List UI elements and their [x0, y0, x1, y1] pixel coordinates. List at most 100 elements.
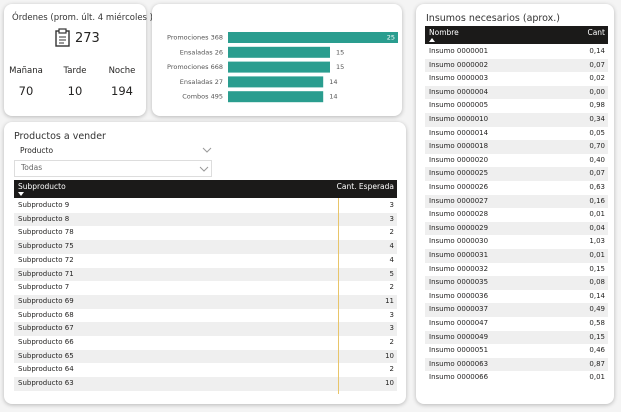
- cell-name: Insumo 0000049: [429, 332, 489, 341]
- table-row: Insumo 0000029 0,04: [425, 221, 608, 236]
- filter-label: Producto: [20, 146, 54, 155]
- cell-name: Insumo 0000035: [429, 278, 489, 287]
- value-label: 25: [387, 34, 395, 42]
- products-body: Subproducto 9 3 Subproducto 8 3 Subproducto …: [14, 199, 397, 394]
- supplies-body: Insumo 0000001 0,14 Insumo 0000002 0,07 Insu…: [425, 45, 608, 390]
- cell-name: Insumo 0000014: [429, 128, 489, 137]
- cell-name: Insumo 0000063: [429, 359, 489, 368]
- cell-value: 0,05: [589, 128, 605, 137]
- cell-value: 2: [389, 338, 394, 346]
- cell-name: Insumo 0000028: [429, 210, 489, 219]
- cell-value: 3: [389, 201, 394, 209]
- cell-value: 0,58: [589, 319, 605, 327]
- cell-name: Insumo 0000010: [429, 115, 489, 123]
- column-header[interactable]: Cant. Esperada: [336, 182, 394, 191]
- cell-value: 3: [389, 310, 394, 319]
- cell-name: Insumo 0000036: [429, 291, 489, 300]
- cell-name: Subproducto 71: [18, 269, 74, 278]
- supplies-header: Nombre Cant: [425, 26, 608, 44]
- sort-arrow: [429, 38, 435, 42]
- table-row: Subproducto 75 4: [14, 240, 397, 254]
- cell-value: 0,04: [589, 223, 605, 232]
- orders-title: Órdenes (prom. últ. 4 miércoles ): [12, 13, 153, 23]
- table-row: Subproducto 8 3: [14, 212, 397, 227]
- table-row: Subproducto 67 3: [14, 322, 397, 336]
- cell-name: Insumo 0000030: [429, 237, 489, 246]
- supplies-title: Insumos necesarios (aprox.): [426, 13, 560, 24]
- cell-name: Subproducto 68: [18, 310, 74, 319]
- bar: [228, 76, 324, 88]
- cell-value: 0,16: [589, 196, 605, 205]
- cell-name: Subproducto 9: [18, 201, 70, 209]
- filter-dropdown[interactable]: Todas: [14, 160, 212, 177]
- chevron: [202, 147, 212, 153]
- cell-value: 4: [389, 242, 394, 251]
- orders-icon: [55, 28, 70, 47]
- value-label: 15: [336, 63, 344, 71]
- cell-name: Subproducto 75: [18, 242, 74, 251]
- table-row: Insumo 0000047 0,58: [425, 317, 608, 331]
- table-row: Subproducto 71 5: [14, 267, 397, 282]
- bar: [228, 46, 330, 58]
- table-row: Insumo 0000005 0,98: [425, 99, 608, 113]
- cell-value: 0,14: [589, 47, 605, 55]
- cell-value: 2: [389, 365, 394, 374]
- cell-name: Subproducto 67: [18, 324, 74, 333]
- cell-value: 0,08: [589, 278, 605, 287]
- table-row: Subproducto 63 10: [14, 377, 397, 391]
- cell-name: Subproducto 8: [18, 214, 70, 223]
- cell-name: Insumo 0000037: [429, 305, 489, 314]
- cell-value: 10: [385, 379, 394, 388]
- shift-label: Mañana: [9, 66, 43, 76]
- cell-value: 0,07: [589, 60, 605, 69]
- table-row: Insumo 0000020 0,40: [425, 154, 608, 168]
- cell-name: Subproducto 64: [18, 365, 74, 374]
- shift-label: Noche: [108, 66, 136, 76]
- table-row: Insumo 0000031 0,01: [425, 249, 608, 263]
- cell-name: Insumo 0000005: [429, 101, 489, 110]
- sort-arrow: [18, 192, 24, 196]
- value-label: 14: [329, 78, 337, 86]
- cell-value: 4: [389, 255, 394, 264]
- cell-value: 0,02: [589, 74, 605, 83]
- cell-name: Insumo 0000027: [429, 196, 489, 205]
- table-row: Insumo 0000066 0,01: [425, 371, 608, 385]
- shift-value: 194: [111, 84, 133, 98]
- cell-name: Subproducto 78: [18, 228, 74, 237]
- cell-name: Insumo 0000001: [429, 47, 489, 55]
- table-row: Insumo 0000063 0,87: [425, 357, 608, 372]
- table-row: Subproducto 69 11: [14, 294, 397, 309]
- cell-name: Insumo 0000025: [429, 169, 489, 178]
- cell-name: Subproducto 66: [18, 338, 74, 346]
- value-label: 15: [336, 48, 344, 56]
- cell-name: Insumo 0000004: [429, 87, 489, 96]
- column-header[interactable]: Subproducto: [18, 182, 66, 191]
- cell-value: 1,03: [589, 237, 605, 246]
- filter-value: Todas: [21, 163, 43, 172]
- table-row: Insumo 0000036 0,14: [425, 290, 608, 304]
- cell-value: 0,01: [589, 373, 605, 382]
- table-row: Insumo 0000032 0,15: [425, 263, 608, 277]
- table-row: Insumo 0000049 0,15: [425, 330, 608, 345]
- table-row: Subproducto 7 2: [14, 281, 397, 295]
- cell-name: Insumo 0000020: [429, 155, 489, 164]
- table-row: Insumo 0000018 0,70: [425, 140, 608, 154]
- table-row: Subproducto 68 3: [14, 309, 397, 323]
- cell-name: Insumo 0000018: [429, 142, 489, 151]
- cell-value: 2: [389, 228, 394, 237]
- table-row: Insumo 0000027 0,16: [425, 194, 608, 209]
- cell-value: 0,15: [589, 264, 605, 273]
- cell-name: Insumo 0000066: [429, 373, 489, 382]
- column-header[interactable]: Nombre: [429, 28, 459, 37]
- cell-value: 0,00: [589, 87, 605, 96]
- column-header[interactable]: Cant: [587, 28, 605, 37]
- category-label: Promociones 668: [167, 63, 223, 71]
- supplies-card: Insumos necesarios (aprox.) Nombre Cant …: [416, 4, 614, 404]
- table-row: Insumo 0000035 0,08: [425, 276, 608, 290]
- table-row: Insumo 0000002 0,07: [425, 58, 608, 73]
- table-row: Insumo 0000051 0,46: [425, 344, 608, 358]
- cell-name: Subproducto 63: [18, 379, 74, 388]
- bar-chart-card: Promociones 368 25 Ensaladas 26 15 Promocion…: [152, 4, 402, 116]
- category-label: Promociones 368: [167, 34, 223, 42]
